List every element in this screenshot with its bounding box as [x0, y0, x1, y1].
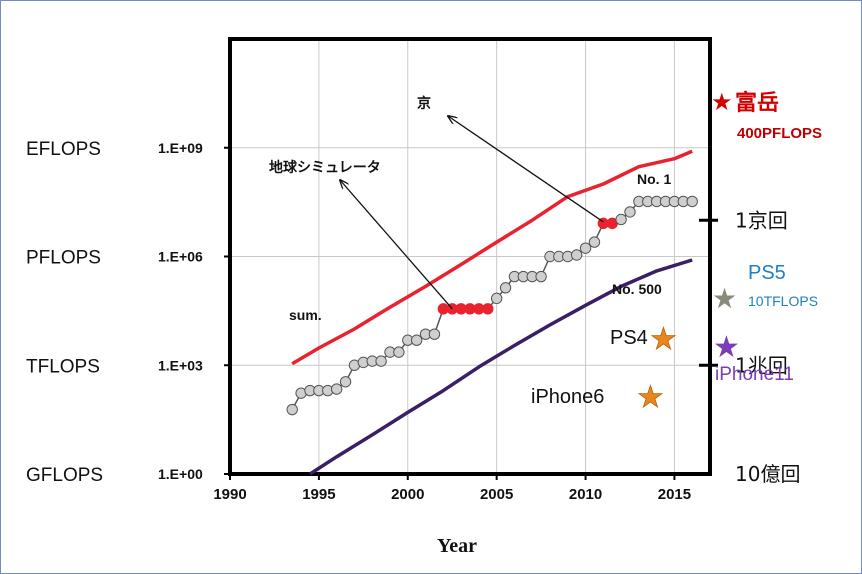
no1-data-point — [339, 376, 352, 388]
device-label-ps4: PS4 — [610, 327, 648, 349]
y-unit-label: GFLOPS — [26, 465, 103, 486]
series-label-no500: No. 500 — [612, 281, 662, 297]
no1-data-point — [615, 213, 627, 226]
device-label-iphone6: iPhone6 — [531, 386, 604, 408]
no1-data-point — [588, 236, 601, 248]
no1-data-point — [286, 403, 298, 416]
y-unit-label: TFLOPS — [26, 356, 100, 377]
no1-data-point — [535, 270, 547, 283]
device-ps5: PS5 ★ 10TFLOPS — [712, 262, 818, 315]
device-label-fugaku: 富岳 — [735, 90, 779, 116]
ps4-star-icon: ★ — [650, 322, 677, 357]
fugaku-star-icon: ★ — [711, 88, 733, 116]
x-axis-label: Year — [437, 535, 477, 557]
y-tick-label: 1.E+03 — [158, 357, 203, 373]
right-label: 1京回 — [735, 208, 788, 232]
y-unit-label: PFLOPS — [26, 248, 101, 269]
no1-data-point — [499, 282, 512, 294]
no1-data-point — [428, 328, 441, 340]
grid — [230, 39, 710, 474]
annotation-earth-simulator: 地球シミュレータ — [269, 159, 381, 176]
no1-data-point — [570, 249, 583, 261]
series-line-sum — [291, 149, 693, 366]
no1-data-point — [490, 292, 503, 305]
arrow-kei — [448, 116, 604, 223]
x-tick-label: 2005 — [480, 486, 513, 503]
annotation-kei: 京 — [417, 95, 431, 112]
device-ps4: PS4 ★ — [610, 322, 677, 358]
y-tick-label: 1.E+00 — [158, 466, 203, 482]
device-iphone11: ★ iPhone11 — [713, 330, 794, 385]
y-tick-label: 1.E+06 — [158, 249, 203, 265]
device-sublabel-fugaku: 400PFLOPS — [737, 125, 822, 142]
arrow-earth-simulator — [340, 180, 453, 310]
no1-data-point — [624, 206, 636, 218]
iphone11-star-icon: ★ — [713, 330, 740, 365]
no1-data-point — [375, 355, 387, 367]
x-tick-label: 2010 — [569, 486, 602, 503]
device-fugaku: ★ 富岳 400PFLOPS — [711, 88, 822, 142]
no1-data-point — [330, 383, 343, 395]
device-label-ps5: PS5 — [748, 262, 786, 284]
x-tick-label: 1995 — [302, 486, 335, 503]
x-tick-label: 2015 — [658, 486, 691, 503]
no1-data-point — [410, 334, 423, 346]
no1-data-point — [686, 195, 698, 208]
y-tick-label: 1.E+09 — [158, 140, 203, 156]
series-label-no1: No. 1 — [637, 171, 671, 187]
series-line-no500 — [309, 258, 693, 476]
device-iphone6: iPhone6 ★ — [531, 380, 664, 416]
right-label: 10億回 — [735, 462, 800, 486]
no1-data-point — [482, 303, 494, 315]
no1-data-point — [393, 346, 405, 358]
device-label-iphone11: iPhone11 — [715, 364, 794, 385]
right-label: 1兆回 — [735, 353, 788, 377]
ps5-star-icon: ★ — [712, 282, 737, 315]
series-label-sum: sum. — [289, 307, 322, 323]
iphone6-star-icon: ★ — [637, 380, 664, 415]
device-sublabel-ps5: 10TFLOPS — [748, 293, 818, 309]
y-unit-label: EFLOPS — [26, 139, 101, 160]
x-tick-label: 2000 — [391, 486, 424, 503]
no1-data-point — [579, 242, 592, 254]
x-tick-label: 1990 — [213, 486, 246, 503]
